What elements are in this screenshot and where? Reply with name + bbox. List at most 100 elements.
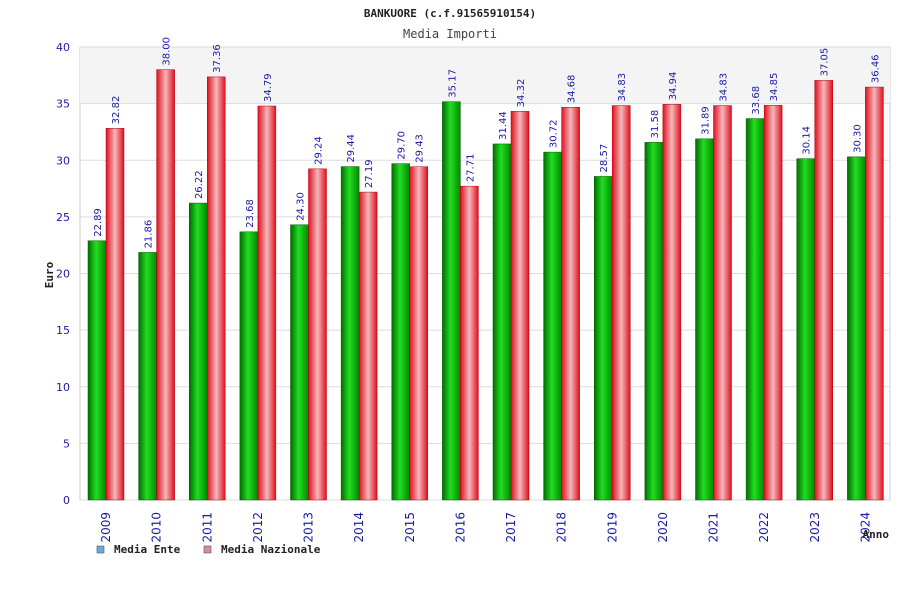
- y-tick-label: 40: [56, 41, 70, 54]
- bar-media-ente: [239, 231, 259, 501]
- bar-media-ente: [847, 156, 866, 501]
- y-axis-label: Euro: [43, 261, 56, 288]
- bar-media-ente: [138, 252, 157, 501]
- bar-media-ente: [543, 151, 562, 501]
- bar-media-ente: [796, 158, 815, 501]
- x-tick-label: 2019: [605, 512, 619, 543]
- bar-media-nazionale: [207, 76, 226, 501]
- bar-media-nazionale: [257, 105, 277, 501]
- data-label-media-nazionale: 29.24: [314, 136, 325, 165]
- bar-media-ente: [290, 224, 309, 501]
- data-label-media-ente: 26.22: [194, 170, 205, 199]
- data-label-media-nazionale: 38.00: [162, 37, 173, 66]
- chart-title: BANKUORE (c.f.91565910154): [364, 7, 536, 20]
- data-label-media-nazionale: 27.19: [364, 159, 375, 188]
- data-label-media-ente: 29.44: [346, 134, 357, 163]
- y-tick-labels: 0 5 10 15 20 25 30 35 40: [56, 41, 70, 507]
- bar-media-nazionale: [308, 168, 327, 501]
- bars-group: 22.89 32.82 21.86 38.00 26.22 37.36 23.68 34.79…: [87, 37, 884, 501]
- data-label-media-ente: 29.70: [397, 131, 408, 160]
- data-label-media-ente: 21.86: [144, 220, 155, 249]
- bar-media-nazionale: [460, 185, 479, 501]
- data-label-media-nazionale: 34.83: [719, 73, 730, 102]
- bar-media-ente: [594, 176, 613, 501]
- data-label-media-nazionale: 34.85: [769, 73, 780, 102]
- legend-label-media-ente: Media Ente: [114, 543, 181, 556]
- data-label-media-ente: 31.89: [701, 106, 712, 135]
- y-tick-label: 25: [56, 211, 70, 224]
- y-tick-label: 5: [63, 437, 70, 450]
- x-tick-label: 2016: [453, 512, 467, 543]
- data-label-media-nazionale: 29.43: [415, 134, 426, 163]
- x-tick-label: 2021: [707, 512, 721, 543]
- data-label-media-nazionale: 27.71: [465, 154, 476, 183]
- bar-media-ente: [695, 138, 714, 501]
- bar-media-ente: [442, 101, 461, 501]
- data-label-media-ente: 30.30: [852, 124, 863, 153]
- x-tick-label: 2012: [251, 512, 265, 543]
- data-label-media-ente: 24.30: [296, 192, 307, 221]
- data-label-media-ente: 31.44: [498, 111, 509, 140]
- y-tick-label: 15: [56, 324, 70, 337]
- data-label-media-nazionale: 34.32: [516, 79, 527, 108]
- x-tick-label: 2015: [403, 512, 417, 543]
- bar-media-ente: [644, 142, 664, 501]
- x-axis-label: Anno: [863, 528, 890, 541]
- legend-label-media-nazionale: Media Nazionale: [221, 543, 321, 556]
- data-label-media-ente: 22.89: [93, 208, 104, 237]
- bar-media-nazionale: [662, 104, 682, 501]
- y-tick-label: 20: [56, 268, 70, 281]
- x-tick-label: 2020: [656, 512, 670, 543]
- data-label-media-ente: 31.58: [650, 110, 661, 139]
- bar-media-ente: [745, 118, 765, 501]
- x-tick-label: 2009: [99, 512, 113, 543]
- x-tick-labels: 2009 2010 2011 2012 2013 2014 2015 2016 2017 2018…: [99, 512, 872, 543]
- bar-media-nazionale: [156, 69, 175, 501]
- bar-media-nazionale: [510, 111, 530, 501]
- bar-media-nazionale: [358, 191, 378, 501]
- data-label-media-nazionale: 37.05: [820, 48, 831, 77]
- x-tick-label: 2011: [200, 512, 214, 543]
- data-label-media-ente: 30.72: [549, 119, 560, 148]
- data-label-media-ente: 23.68: [245, 199, 256, 228]
- data-label-media-ente: 33.68: [751, 86, 762, 115]
- data-label-media-nazionale: 32.82: [111, 96, 122, 125]
- data-label-media-nazionale: 34.94: [668, 72, 679, 101]
- data-label-media-nazionale: 34.83: [617, 73, 628, 102]
- data-label-media-ente: 30.14: [802, 126, 813, 155]
- bar-media-nazionale: [713, 105, 732, 501]
- bar-media-ente: [391, 163, 410, 501]
- bar-media-nazionale: [409, 166, 428, 501]
- data-label-media-ente: 28.57: [599, 144, 610, 173]
- data-label-media-ente: 35.17: [447, 69, 458, 98]
- bar-media-nazionale: [561, 106, 580, 501]
- data-label-media-nazionale: 34.79: [263, 73, 274, 102]
- bar-media-nazionale: [814, 80, 833, 501]
- bar-media-nazionale: [612, 105, 631, 501]
- legend-swatch-media-nazionale: [203, 545, 212, 554]
- x-tick-label: 2024: [858, 512, 872, 543]
- bar-media-ente: [189, 202, 208, 501]
- x-tick-label: 2018: [555, 512, 569, 543]
- bar-media-ente: [87, 240, 107, 501]
- y-tick-label: 0: [63, 494, 70, 507]
- x-tick-label: 2017: [504, 512, 518, 543]
- legend: Media Ente Media Nazionale: [96, 543, 321, 556]
- bar-media-ente: [492, 143, 512, 501]
- data-label-media-nazionale: 36.46: [870, 54, 881, 83]
- bar-media-nazionale: [105, 128, 125, 501]
- x-tick-label: 2013: [302, 512, 316, 543]
- bar-media-nazionale: [763, 105, 783, 501]
- y-tick-label: 30: [56, 154, 70, 167]
- legend-swatch-media-ente: [96, 545, 105, 554]
- y-tick-label: 35: [56, 98, 70, 111]
- x-tick-label: 2014: [352, 512, 366, 543]
- x-tick-label: 2023: [808, 512, 822, 543]
- chart-subtitle: Media Importi: [403, 27, 497, 41]
- bar-media-ente: [340, 166, 360, 501]
- x-tick-label: 2010: [150, 512, 164, 543]
- data-label-media-nazionale: 34.68: [567, 75, 578, 104]
- y-tick-label: 10: [56, 381, 70, 394]
- data-label-media-nazionale: 37.36: [212, 44, 223, 73]
- bar-media-nazionale: [865, 86, 884, 501]
